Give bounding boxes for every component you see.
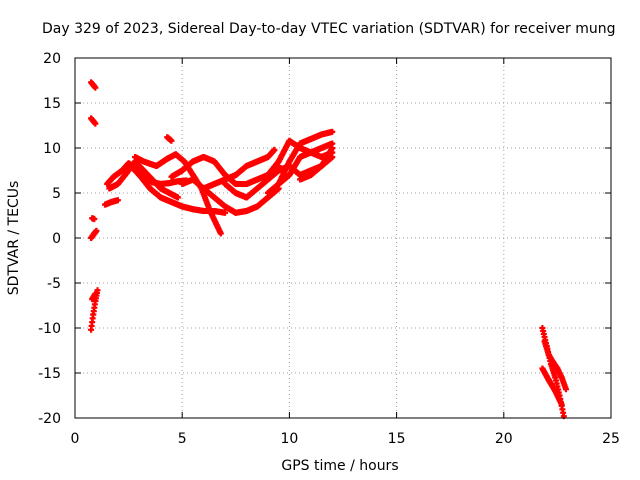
grid bbox=[75, 58, 611, 418]
y-tick-label: 0 bbox=[52, 231, 61, 247]
x-tick-label: 5 bbox=[178, 431, 187, 447]
series-s1 bbox=[88, 79, 99, 91]
x-tick-label: 20 bbox=[495, 431, 513, 447]
series-s6 bbox=[89, 290, 99, 303]
series-s18 bbox=[264, 137, 336, 178]
x-tick-label: 25 bbox=[602, 431, 620, 447]
y-tick-label: 5 bbox=[52, 186, 61, 202]
chart-title: Day 329 of 2023, Sidereal Day-to-day VTE… bbox=[42, 21, 616, 37]
y-tick-label: -10 bbox=[38, 321, 61, 337]
y-tick-label: -20 bbox=[38, 411, 61, 427]
series-s23 bbox=[541, 338, 569, 393]
x-tick-label: 0 bbox=[71, 431, 80, 447]
y-tick-label: 15 bbox=[43, 96, 61, 112]
series-s4 bbox=[88, 227, 100, 241]
y-axis-ticks: -20 -15 -10 -5 0 5 10 15 20 bbox=[38, 51, 611, 427]
series-s2 bbox=[88, 115, 99, 127]
y-tick-label: 20 bbox=[43, 51, 61, 67]
series-s21 bbox=[297, 145, 336, 183]
series-s7 bbox=[102, 197, 121, 208]
series-s3 bbox=[89, 215, 98, 223]
y-tick-label: 10 bbox=[43, 141, 61, 157]
x-axis-label: GPS time / hours bbox=[281, 458, 398, 474]
series-s12 bbox=[164, 134, 175, 144]
series-s15 bbox=[200, 146, 278, 192]
series-s10 bbox=[127, 163, 229, 216]
y-tick-label: -5 bbox=[47, 276, 61, 292]
x-tick-label: 15 bbox=[388, 431, 406, 447]
y-tick-label: -15 bbox=[38, 366, 61, 382]
data-points bbox=[88, 79, 569, 420]
series-s24 bbox=[539, 365, 565, 408]
y-axis-label: SDTVAR / TECUs bbox=[6, 181, 22, 296]
series-s9 bbox=[106, 158, 181, 201]
x-tick-label: 10 bbox=[280, 431, 298, 447]
x-axis-ticks: 0 5 10 15 20 25 bbox=[71, 58, 620, 447]
